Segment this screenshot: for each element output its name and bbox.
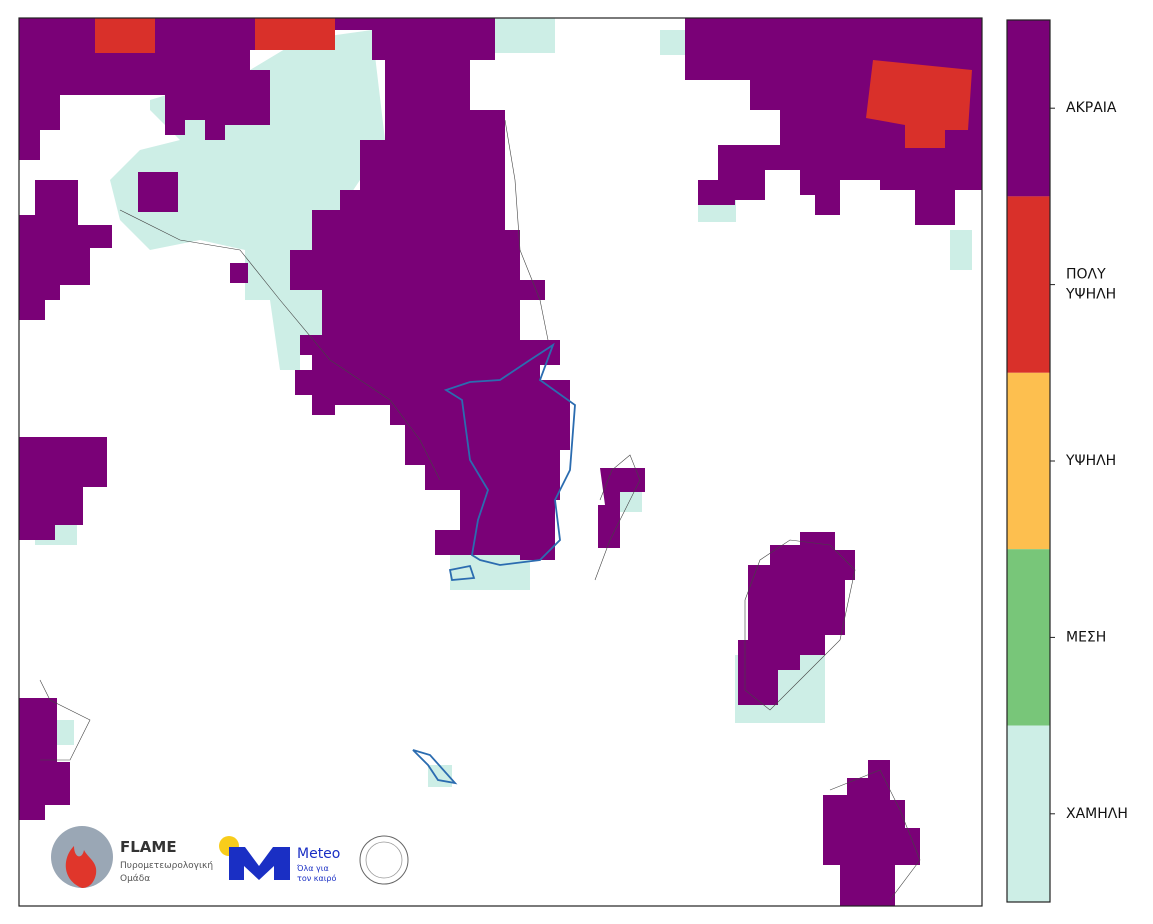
flame-subtitle: Ομάδα [120,874,150,884]
low-risk-area [495,18,555,53]
low-risk-area [698,200,736,222]
extreme-risk-area [138,172,178,212]
legend-label: ΥΨΗΛΗ [1065,453,1116,469]
extreme-risk-area [823,760,920,906]
region-boundary [443,342,576,566]
flame-name: FLAME [120,838,177,856]
flame-subtitle: Πυρομετεωρολογική [120,861,213,871]
extreme-risk-area [19,18,372,160]
extreme-risk-area [230,263,248,283]
colorbar: ΑΚΡΑΙΑ ΠΟΛΥ ΥΨΗΛΗ ΥΨΗΛΗ ΜΕΣΗ ΧΑΜΗΛΗ [1006,19,1128,903]
observatory-seal [365,841,403,879]
coastlines [39,119,921,901]
legend-label: ΑΚΡΑΙΑ [1066,100,1117,116]
extreme-risk-area [19,437,107,540]
low-risk-area [950,230,972,270]
coastline [39,119,921,901]
legend-label: ΧΑΜΗΛΗ [1066,806,1128,822]
very-high-risk-area [866,60,972,148]
extreme-risk-area [598,468,645,548]
meteo-subtitle: τον καιρό [297,873,336,883]
meteo-subtitle: Όλα για [296,863,329,873]
region-boundary [412,564,476,785]
colorbar-segment [1007,549,1050,726]
legend-label: ΜΕΣΗ [1066,629,1106,645]
logos: FLAME Πυρομετεωρολογική Ομάδα Meteo Όλα … [51,826,409,888]
colorbar-segment [1007,372,1050,550]
colorbar-segment [1007,20,1050,197]
meteo-logo-m [229,847,290,880]
extreme-risk-area [290,18,570,560]
extreme-risk-area [738,532,855,705]
flame-logo-fire [65,846,97,888]
low-risk-area [450,555,530,590]
colorbar-segment [1007,725,1050,902]
map-frame [18,17,983,907]
legend-label: ΠΟΛΥ [1066,267,1106,283]
observatory-seal [359,835,409,885]
very-high-risk-area [95,18,155,53]
meteo-name: Meteo [297,846,340,862]
risk-cells [19,18,982,906]
very-high-risk-area [255,18,335,50]
extreme-risk-area [19,180,112,320]
colorbar-segment [1007,196,1050,373]
colorbar-frame [1006,19,1051,903]
low-risk-area [660,30,685,55]
low-risk-area [620,490,642,512]
legend-label: ΥΨΗΛΗ [1065,287,1116,303]
extreme-risk-area [19,698,70,820]
